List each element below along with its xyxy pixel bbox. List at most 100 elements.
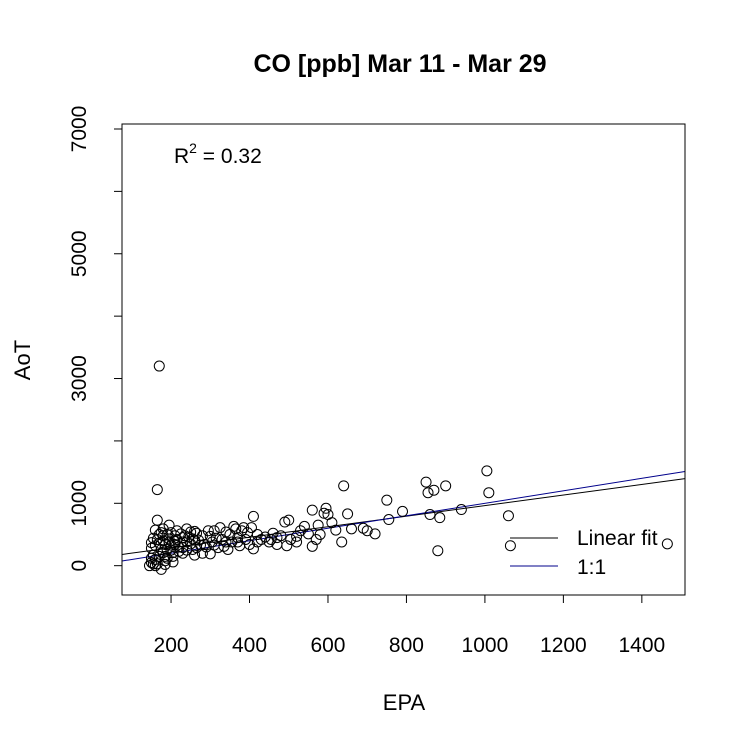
data-point	[222, 543, 234, 555]
data-point	[145, 557, 157, 569]
data-point	[291, 536, 303, 548]
r-squared-annotation: R2 = 0.32	[174, 140, 262, 168]
data-point	[181, 536, 193, 548]
data-point	[275, 530, 287, 542]
data-point	[171, 525, 183, 537]
y-tick-label: 7000	[68, 106, 91, 153]
data-point	[232, 536, 244, 548]
data-point	[291, 530, 303, 542]
data-point	[338, 480, 350, 492]
data-point	[151, 484, 163, 496]
axes: 200 400 600 800 1000 1200 1400 0 1000 3000 5000 700…	[68, 106, 665, 657]
chart-title: CO [ppb] Mar 11 - Mar 29	[253, 50, 546, 78]
data-point	[232, 532, 244, 544]
data-point	[369, 528, 381, 540]
r-squared-value: = 0.32	[197, 145, 262, 168]
data-point	[432, 545, 444, 557]
data-point	[208, 539, 220, 551]
data-point	[169, 530, 181, 542]
data-point	[157, 523, 169, 535]
data-point	[397, 505, 409, 517]
data-point	[440, 480, 452, 492]
legend: Linear fit 1:1	[510, 527, 658, 579]
data-point	[189, 534, 201, 546]
data-point	[169, 538, 181, 550]
data-point	[381, 494, 393, 506]
y-tick-label: 5000	[68, 230, 91, 277]
data-point	[434, 512, 446, 524]
data-point	[153, 528, 165, 540]
data-point	[483, 487, 495, 499]
data-point	[424, 509, 436, 521]
data-point	[191, 527, 203, 539]
data-point	[147, 558, 159, 570]
plot-area	[121, 360, 686, 575]
data-point	[361, 525, 373, 537]
data-point	[306, 504, 318, 516]
data-point	[161, 528, 173, 540]
data-point	[422, 487, 434, 499]
data-point	[306, 540, 318, 552]
data-point	[167, 556, 179, 568]
data-point	[153, 360, 165, 372]
data-point	[428, 484, 440, 496]
data-point	[220, 536, 232, 548]
y-axis-label: AoT	[10, 340, 35, 380]
y-tick-label: 0	[68, 560, 91, 572]
x-tick-label: 400	[232, 634, 267, 657]
data-point	[242, 527, 254, 539]
data-point	[196, 547, 208, 559]
data-point	[244, 538, 256, 550]
data-point	[147, 532, 159, 544]
data-point	[208, 525, 220, 537]
legend-label-linear-fit: Linear fit	[577, 527, 658, 550]
data-point	[151, 558, 163, 570]
data-point	[314, 528, 326, 540]
data-point	[661, 538, 673, 550]
data-point	[247, 543, 259, 555]
y-tick-label: 1000	[68, 480, 91, 527]
data-point	[202, 525, 214, 537]
x-tick-label: 200	[154, 634, 189, 657]
data-point	[481, 465, 493, 477]
data-point	[283, 514, 295, 526]
data-point	[214, 522, 226, 534]
data-point	[173, 545, 185, 557]
data-point	[259, 531, 271, 543]
data-point	[230, 523, 242, 535]
data-point	[302, 528, 314, 540]
x-tick-label: 1000	[462, 634, 509, 657]
data-point	[247, 510, 259, 522]
legend-label-one-to-one: 1:1	[577, 556, 606, 579]
r-squared-superscript: 2	[189, 140, 197, 156]
data-point	[251, 536, 263, 548]
data-point	[330, 524, 342, 536]
data-point	[336, 536, 348, 548]
x-tick-label: 600	[310, 634, 345, 657]
data-point	[320, 502, 332, 514]
data-point	[153, 550, 165, 562]
data-point	[165, 544, 177, 556]
data-point	[159, 558, 171, 570]
data-point	[193, 534, 205, 546]
data-point	[159, 550, 171, 562]
data-point	[455, 504, 467, 516]
data-point	[189, 549, 201, 561]
data-point	[383, 514, 395, 526]
data-point	[265, 533, 277, 545]
data-point	[342, 508, 354, 520]
data-point	[420, 476, 432, 488]
y-tick-label: 3000	[68, 355, 91, 402]
x-tick-label: 800	[389, 634, 424, 657]
data-point	[346, 523, 358, 535]
data-point	[502, 510, 514, 522]
data-point	[285, 533, 297, 545]
x-tick-label: 1400	[618, 634, 665, 657]
data-point	[504, 540, 516, 552]
r-squared-base: R	[174, 145, 189, 168]
x-axis-label: EPA	[383, 690, 426, 715]
x-tick-label: 1200	[540, 634, 587, 657]
data-point	[163, 536, 175, 548]
